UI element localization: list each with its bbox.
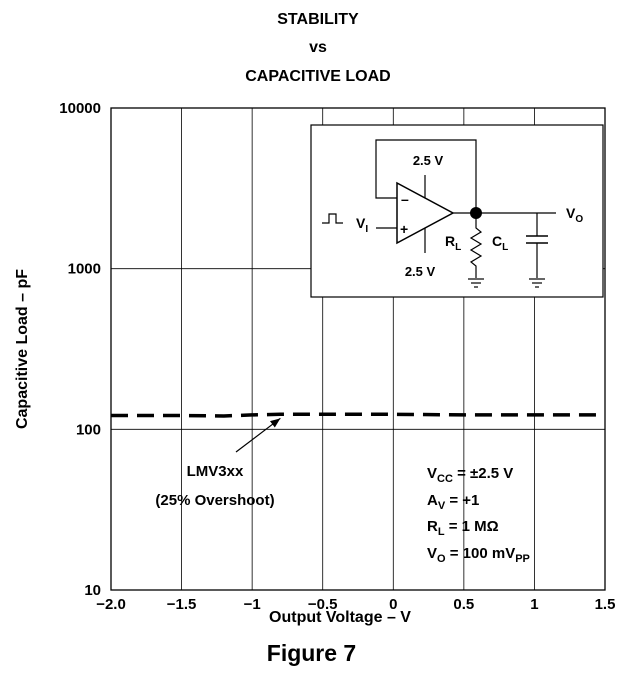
figure-label: Figure 7 [266,640,357,666]
condition-vcc: VCC = ±2.5 V [427,465,513,485]
x-tick-label: −1.5 [167,596,197,613]
x-tick-label: 0.5 [453,596,474,613]
circuit-inset: – + 2.5 V 2.5 V VI VO RL [310,124,604,298]
chart-title-line-1: STABILITY [277,11,359,28]
annotation-series-name: LMV3xx [187,463,244,480]
x-tick-label: 1 [530,596,538,613]
opamp-plus: + [400,221,408,237]
stability-chart: STABILITY vs CAPACITIVE LOAD −2.0 −1.5 −1−… [14,11,615,626]
supply-top-label: 2.5 V [413,153,444,168]
circuit-box [310,124,604,298]
series-annotation: LMV3xx (25% Overshoot) [155,417,281,509]
supply-bottom-label: 2.5 V [405,264,436,279]
y-tick-labels: 10 100 1000 10000 [59,100,101,599]
ground-icon-cl [529,278,545,288]
feedback-wire [375,139,477,213]
input-pulse-icon [322,213,343,224]
x-tick-labels: −2.0 −1.5 −1 −0.5 0 0.5 1 1.5 [96,596,615,613]
annotation-overshoot: (25% Overshoot) [155,492,274,509]
x-tick-label: 1.5 [595,596,616,613]
y-tick-label: 10000 [59,100,101,117]
plot-frame [110,107,606,591]
condition-vo: VO = 100 mVPP [427,545,530,565]
y-axis-label: Capacitive Load – pF [14,269,31,429]
y-tick-label: 10 [84,582,101,599]
rl-label: RL [445,233,461,253]
series-line-lmv3xx [111,412,605,418]
test-conditions: VCC = ±2.5 V AV = +1 RL = 1 MΩ VO = 100 … [427,465,530,565]
x-tick-label: −2.0 [96,596,126,613]
resistor-rl [469,213,483,278]
x-tick-label: 0 [389,596,397,613]
condition-rl: RL = 1 MΩ [427,518,499,538]
output-label: VO [566,205,583,225]
x-tick-label: −0.5 [308,596,338,613]
cl-label: CL [492,233,508,253]
opamp-minus: – [401,191,409,207]
y-tick-label: 100 [76,421,101,438]
x-axis-label: Output Voltage – V [269,609,411,626]
input-label: VI [356,215,368,235]
chart-title-line-2: vs [309,39,327,56]
annotation-arrowhead [269,418,281,428]
ground-icon-rl [468,278,484,288]
chart-title-line-3: CAPACITIVE LOAD [245,68,390,85]
condition-av: AV = +1 [427,492,479,512]
x-tick-label: −1 [244,596,261,613]
y-tick-label: 1000 [68,261,101,278]
